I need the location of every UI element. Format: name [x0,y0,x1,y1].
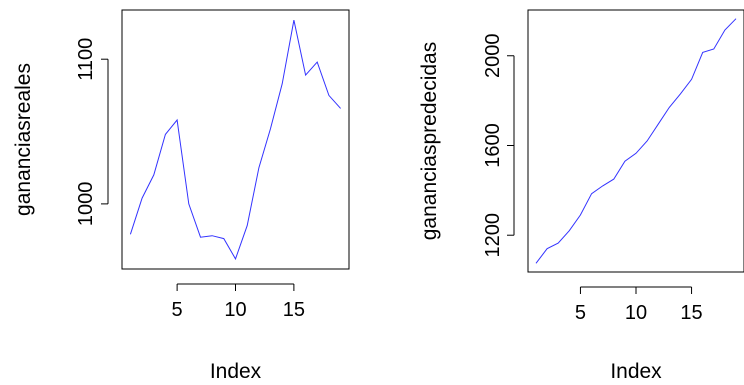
data-point [223,238,224,239]
data-point [153,174,154,175]
data-point [188,203,189,204]
data-point [282,83,283,84]
y-axis-label: gananciasreales [12,63,35,216]
y-tick-label: 1000 [75,182,97,227]
y-tick-label: 1600 [482,123,504,168]
data-point [680,93,681,94]
x-tick-label: 15 [283,299,305,321]
data-point [177,119,178,120]
data-point [258,167,259,168]
data-point [328,95,329,96]
y-axis-label: gananciaspredecidas [418,42,441,240]
data-point [591,193,592,194]
data-point [212,235,213,236]
data-point [270,128,271,129]
data-point [635,153,636,154]
plot-frame [121,9,350,270]
data-point [340,108,341,109]
data-point [569,230,570,231]
x-axis-label: Index [610,360,662,383]
data-point [558,242,559,243]
data-point [713,48,714,49]
data-point [165,134,166,135]
y-tick-label: 1200 [482,213,504,258]
x-tick-label: 10 [224,299,246,321]
data-point [305,75,306,76]
data-point [624,161,625,162]
plot-frame [527,9,744,273]
series-line [535,18,737,264]
data-point [130,234,131,235]
y-tick-label: 2000 [482,34,504,78]
data-point [724,29,725,30]
data-point [702,52,703,53]
data-point [613,179,614,180]
data-point [669,107,670,108]
data-point [691,79,692,80]
x-tick-label: 10 [625,302,647,324]
data-point [317,61,318,62]
chart-panel-ganancias-predecidas: 5 10 15 1200 1600 2000 Index gananciaspredecida… [418,9,744,383]
x-tick-label: 5 [575,302,586,324]
chart-panel-ganancias-reales: 5 10 15 1000 1100 Index gananciasreales [12,9,350,383]
data-point [547,248,548,249]
data-point [735,18,736,19]
data-point [200,237,201,238]
y-tick-label: 1100 [75,38,97,81]
data-point [580,214,581,215]
series-line [129,19,341,261]
data-point [602,185,603,186]
data-point [647,140,648,141]
x-tick-label: 15 [680,302,702,324]
data-point [535,263,536,264]
x-tick-label: 5 [172,299,183,321]
data-point [141,198,142,199]
data-point [293,20,294,21]
data-point [247,225,248,226]
data-point [658,124,659,125]
x-axis-label: Index [210,360,262,383]
data-point [235,258,236,259]
